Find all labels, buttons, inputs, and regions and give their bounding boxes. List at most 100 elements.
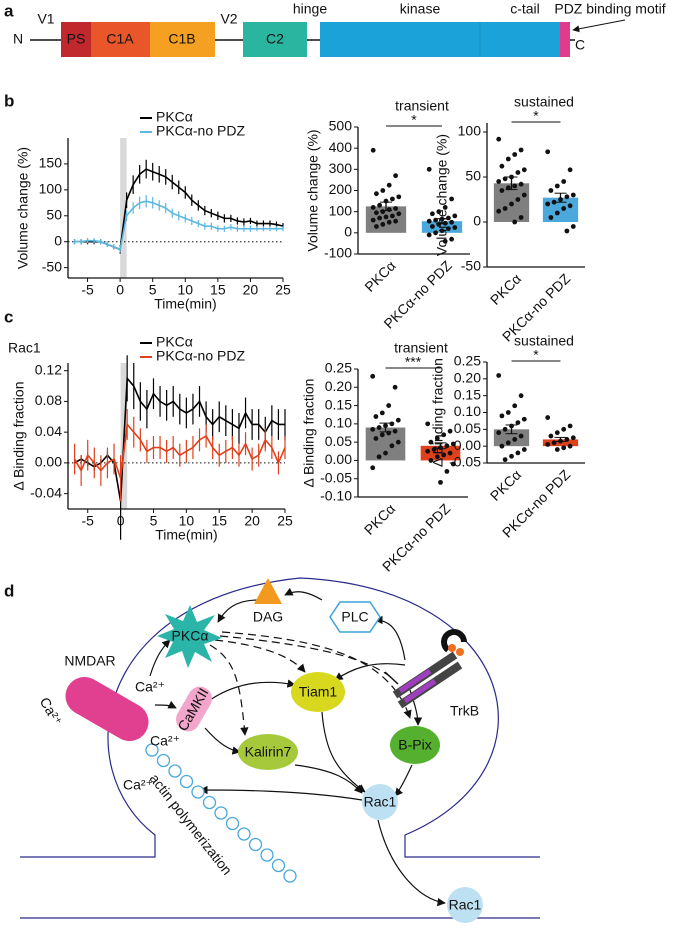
- y-tick-label: 200: [329, 181, 353, 197]
- chart-title: sustained: [514, 333, 574, 349]
- data-point: [521, 416, 527, 422]
- v1: V1: [37, 11, 54, 27]
- data-point: [554, 183, 560, 189]
- nmdar-shape: [65, 677, 149, 741]
- arrow: [209, 644, 249, 736]
- data-point: [392, 384, 398, 390]
- arrow: [321, 711, 366, 793]
- data-point: [446, 226, 451, 232]
- y-tick-label: 0.25: [454, 353, 481, 369]
- pkc-shape: [157, 605, 222, 668]
- data-point: [515, 450, 521, 456]
- data-point: [502, 176, 508, 182]
- series-line: [74, 376, 285, 502]
- panel-label: b: [4, 91, 14, 110]
- data-point: [505, 185, 511, 191]
- actin-bead: [168, 764, 182, 778]
- data-point: [433, 230, 438, 236]
- hinge: hinge: [293, 1, 327, 17]
- arrow: [217, 599, 259, 623]
- data-point: [452, 213, 458, 219]
- y-tick-label: 0.08: [35, 392, 62, 408]
- actin-bead: [214, 806, 228, 820]
- data-point: [379, 432, 385, 438]
- data-point: [452, 225, 458, 230]
- data-point: [383, 214, 389, 220]
- legend-label: PKCα: [156, 334, 193, 350]
- y-tick-label: 0.00: [35, 454, 62, 470]
- data-point: [567, 167, 573, 173]
- plc: PLC: [341, 609, 368, 625]
- y-axis-label: Δ Binding fraction: [430, 358, 446, 467]
- x-tick-label: -5: [82, 513, 95, 529]
- data-point: [450, 461, 456, 467]
- data-point: [518, 393, 524, 399]
- y-tick-label: 0.20: [454, 370, 481, 386]
- data-point: [564, 228, 570, 234]
- data-point: [564, 194, 570, 200]
- data-point: [380, 221, 386, 227]
- arrow: [214, 639, 306, 673]
- membrane: [20, 577, 540, 858]
- y-tick-label: -50: [42, 258, 62, 274]
- data-point: [425, 421, 431, 427]
- ca: Ca²⁺: [123, 777, 153, 793]
- y-tick-label: 0.00: [325, 451, 352, 467]
- data-point: [545, 201, 551, 207]
- x-tick-label: 15: [210, 282, 226, 298]
- domain-kinase: [320, 22, 560, 57]
- data-point: [450, 441, 456, 447]
- data-point: [373, 414, 379, 419]
- x-tick-label: 10: [177, 282, 193, 298]
- y-tick-label: 0.05: [454, 420, 481, 436]
- data-point: [428, 439, 434, 445]
- data-point: [515, 197, 521, 202]
- data-point: [436, 221, 442, 227]
- actin-chain: [145, 743, 297, 883]
- significance: *: [533, 108, 539, 124]
- data-point: [447, 450, 453, 456]
- actin-bead: [179, 774, 194, 789]
- data-point: [430, 211, 435, 217]
- data-point: [376, 454, 382, 460]
- data-point: [438, 479, 443, 485]
- data-point: [554, 447, 560, 452]
- actin-label: actin polymerization: [147, 771, 236, 878]
- y-tick-label: 0.25: [325, 360, 352, 376]
- arrow: [204, 727, 241, 755]
- data-point: [426, 166, 432, 172]
- y-tick-label: -50: [461, 258, 481, 274]
- x-tick-label: 15: [211, 513, 227, 529]
- data-point: [554, 430, 560, 436]
- chart-title: transient: [395, 98, 449, 114]
- data-point: [567, 423, 573, 429]
- y-tick-label: 0: [54, 232, 62, 248]
- data-point: [370, 465, 376, 471]
- arrow: [294, 764, 363, 794]
- data-point: [554, 210, 560, 216]
- data-point: [379, 410, 385, 416]
- plc-shape: [329, 601, 381, 633]
- data-point: [570, 435, 576, 441]
- data-point: [396, 211, 402, 217]
- data-point: [426, 232, 432, 238]
- x-tick-label: -5: [81, 282, 94, 298]
- chart: -0.050.000.050.100.150.200.25 Δ Binding f…: [430, 333, 585, 541]
- arrow: [199, 785, 363, 801]
- data-point: [377, 202, 382, 208]
- panel-label: d: [4, 581, 14, 600]
- data-point: [389, 421, 395, 427]
- ca: Ca²⁺: [135, 679, 165, 695]
- y-tick-label: 100: [39, 181, 63, 197]
- significance: ***: [405, 354, 422, 370]
- c2: C2: [266, 31, 284, 47]
- data-point: [441, 432, 447, 438]
- arrow: [284, 587, 323, 601]
- x-tick-label: PKCα: [361, 257, 398, 294]
- bar: [420, 445, 461, 461]
- panel-label: a: [4, 1, 14, 20]
- actin-bead: [145, 743, 159, 757]
- x-axis-label: Time(min): [155, 527, 217, 543]
